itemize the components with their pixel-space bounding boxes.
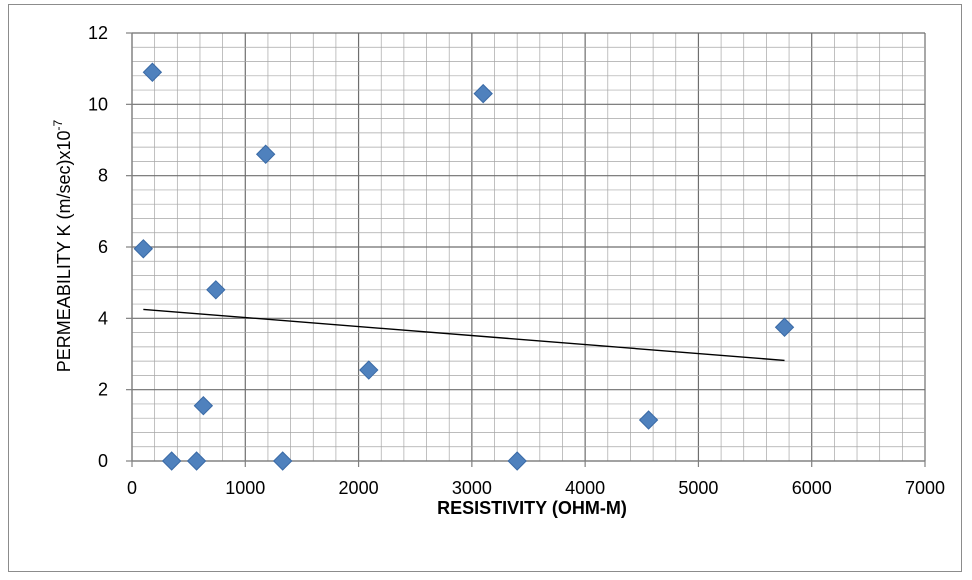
y-tick-label: 0 [98,451,108,471]
data-points [133,62,795,471]
grid [131,32,926,462]
x-tick-label: 3000 [452,478,492,498]
x-tick-label: 1000 [225,478,265,498]
y-tick-label: 4 [98,308,108,328]
trendline [143,308,785,362]
data-point [142,62,163,82]
data-point [186,451,207,471]
y-tick-label: 8 [98,166,108,186]
x-axis-label: RESISTIVITY (OHM-M) [437,498,627,518]
data-point [638,410,659,430]
data-point [359,360,379,380]
x-tick-label: 5000 [678,478,718,498]
data-point [193,396,214,416]
y-tick-label: 10 [88,94,108,114]
y-axis-label: PERMEABILITY K (m/sec)x10-7 [51,119,74,372]
data-point [206,280,226,300]
data-point [272,451,293,471]
data-point [161,451,182,471]
x-tick-label: 6000 [792,478,832,498]
y-tick-label: 6 [98,237,108,257]
x-tick-label: 7000 [905,478,945,498]
y-axis-label-main: PERMEABILITY K (m/sec)x10 [54,130,74,372]
data-point [255,144,276,164]
y-tick-labels: 0 2 4 6 8 10 12 [88,23,108,471]
data-point [507,451,527,471]
axes [126,32,926,467]
data-point [133,239,154,259]
y-tick-label: 12 [88,23,108,43]
x-tick-label: 4000 [565,478,605,498]
x-tick-label: 2000 [339,478,379,498]
trendline-layer [143,308,785,362]
y-tick-label: 2 [98,380,108,400]
data-point [473,83,493,104]
x-tick-labels: 0 1000 2000 3000 4000 5000 6000 7000 [127,478,945,498]
data-point [774,317,795,337]
x-tick-label: 0 [127,478,137,498]
y-axis-label-exponent: -7 [51,119,65,130]
